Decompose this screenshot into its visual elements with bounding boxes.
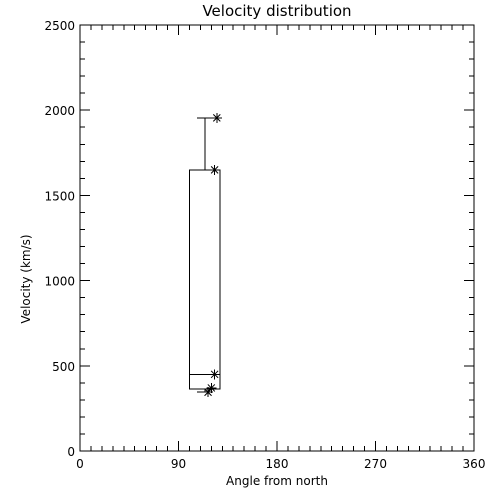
y-tick-label: 2000: [44, 104, 75, 118]
asterisk-stroke: [210, 165, 219, 174]
y-tick-label: 0: [67, 445, 75, 459]
asterisk-stroke: [212, 114, 221, 122]
x-tick-label: 0: [76, 457, 84, 471]
y-axis-title: Velocity (km/s): [19, 234, 33, 323]
x-tick-label: 180: [266, 457, 289, 471]
box-plot: [188, 112, 222, 398]
y-tick-label: 2500: [44, 19, 75, 33]
data-point-asterisk: [211, 112, 222, 123]
x-tick-label: 90: [171, 457, 186, 471]
y-tick-label: 1000: [44, 275, 75, 289]
axes: 0 90 180 270 360 0 500 1000 1500 2000 2500: [44, 19, 485, 471]
asterisk-stroke: [204, 388, 212, 397]
x-tick-label: 270: [364, 457, 387, 471]
data-point-asterisk: [203, 387, 214, 398]
data-point-asterisk: [209, 369, 220, 380]
x-tick-label: 360: [463, 457, 486, 471]
x-axis-title: Angle from north: [226, 474, 328, 488]
chart-title: Velocity distribution: [202, 2, 351, 20]
y-tick-label: 500: [52, 360, 75, 374]
data-point-asterisk: [209, 164, 220, 175]
asterisk-stroke: [207, 384, 216, 392]
y-tick-label: 1500: [44, 189, 75, 203]
asterisk-stroke: [210, 370, 219, 379]
